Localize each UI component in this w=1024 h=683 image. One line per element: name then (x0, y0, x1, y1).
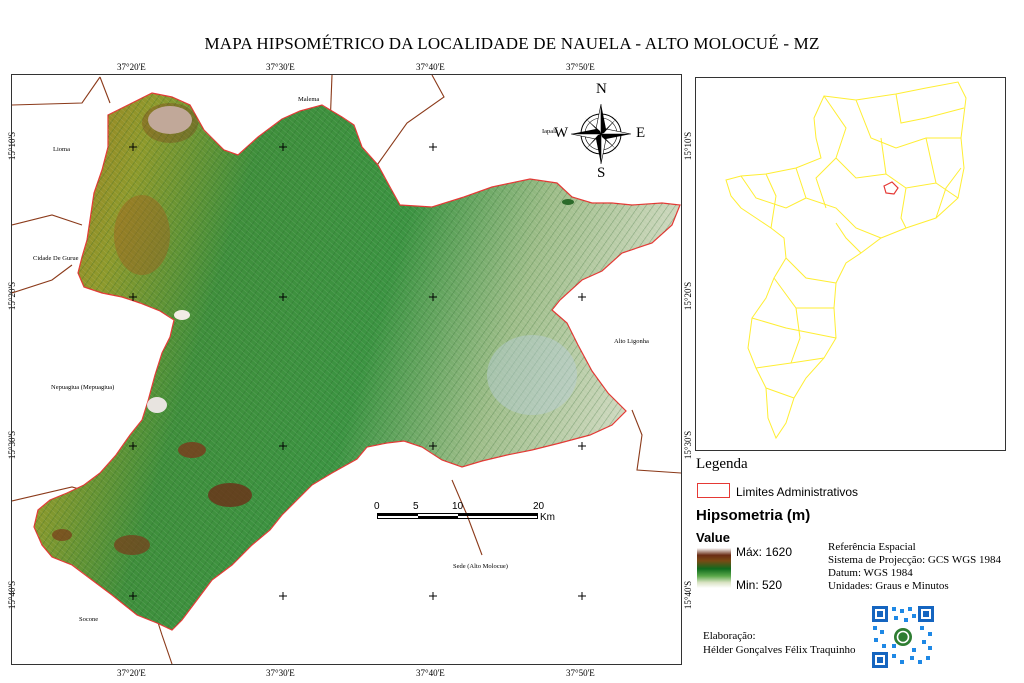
place-malema: Malema (298, 96, 320, 103)
relief-highlights (34, 93, 680, 630)
lon-label-top-4: 37°50'E (566, 62, 595, 72)
scale-bar (377, 513, 538, 519)
compass-n: N (596, 81, 607, 97)
credit-author: Hélder Gonçalves Félix Traquinho (703, 644, 856, 656)
reference-projection: Sistema de Projecção: GCS WGS 1984 (828, 554, 1002, 566)
lat-label-mid-2: 15°20'S (683, 281, 693, 311)
scale-seg-2 (418, 516, 458, 518)
place-alto-ligonha: Alto Ligonha (614, 338, 649, 345)
lon-label-bottom-2: 37°30'E (266, 668, 295, 678)
place-lioma: Lioma (53, 146, 70, 153)
value-label: Value (696, 530, 730, 545)
scale-tick-10: 10 (452, 501, 464, 512)
graticule-crosses (129, 143, 586, 600)
hypsometry-ramp (697, 548, 731, 588)
inset-study-area (883, 181, 899, 195)
inset-map-frame (695, 77, 1006, 451)
admin-limits-label: Limites Administrativos (736, 485, 859, 499)
lon-label-bottom-1: 37°20'E (117, 668, 146, 678)
reference-units: Unidades: Graus e Minutos (828, 580, 949, 592)
reference-datum: Datum: WGS 1984 (828, 567, 913, 579)
reference-heading: Referência Espacial (828, 541, 916, 553)
compass-e: E (636, 125, 646, 141)
compass-rose (558, 84, 644, 182)
inset-country-districts (725, 81, 967, 440)
qr-code[interactable] (870, 604, 936, 670)
lat-label-mid-3: 15°30'S (683, 430, 693, 460)
main-map-svg (11, 74, 682, 665)
lon-label-top-1: 37°20'E (117, 62, 146, 72)
inset-map-svg (725, 81, 967, 440)
hypsometry-max: Máx: 1620 (736, 545, 793, 559)
scale-tick-20: 20 (533, 501, 545, 512)
lon-label-top-2: 37°30'E (266, 62, 295, 72)
credit-label: Elaboração: (703, 630, 756, 642)
scale-tick-0: 0 (374, 501, 380, 512)
place-cidade-de-gurue: Cidade De Gurue (33, 255, 79, 262)
compass-s: S (597, 165, 606, 181)
place-sede: Sede (Alto Molocue) (453, 563, 508, 570)
scale-tick-5: 5 (413, 501, 419, 512)
roads (11, 74, 682, 665)
admin-limits-swatch (697, 483, 730, 498)
main-map-frame (11, 74, 682, 665)
place-socone: Socone (79, 616, 99, 623)
place-iapala: Iapala (542, 128, 558, 135)
scale-seg-3 (458, 514, 538, 516)
high-peaks (52, 103, 577, 555)
legend-title: Legenda (696, 456, 748, 472)
place-nepuagiua: Nepuagiua (Mepuagiua) (51, 384, 115, 391)
hypsometry-min: Min: 520 (736, 578, 783, 592)
lat-label-mid-4: 15°40'S (683, 580, 693, 610)
lon-label-bottom-3: 37°40'E (416, 668, 445, 678)
lon-label-bottom-4: 37°50'E (566, 668, 595, 678)
scale-seg-1 (378, 514, 418, 516)
scale-unit: Km (540, 512, 555, 523)
lon-label-top-3: 37°40'E (416, 62, 445, 72)
lat-label-mid-1: 15°10'S (683, 131, 693, 161)
qr-code-icon (870, 604, 936, 670)
map-title: MAPA HIPSOMÉTRICO DA LOCALIDADE DE NAUEL… (204, 34, 820, 53)
compass-w: W (554, 125, 569, 141)
compass-icon (570, 103, 632, 165)
hypsometry-title: Hipsometria (m) (696, 507, 811, 524)
